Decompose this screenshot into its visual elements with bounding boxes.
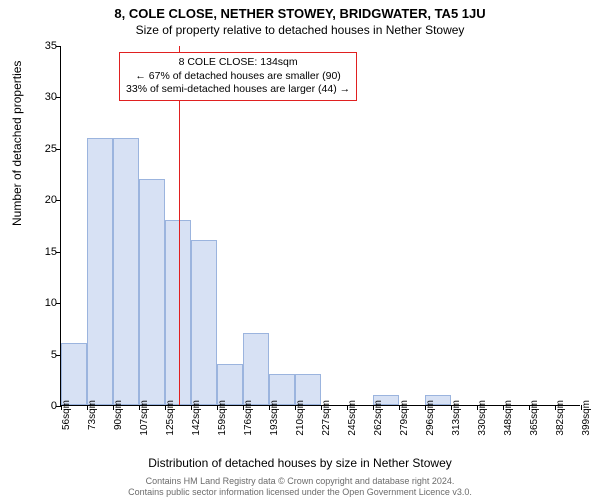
histogram-bar [217,364,243,405]
x-tick-label: 245sqm [347,400,358,436]
histogram-bar [243,333,269,405]
x-tick-label: 296sqm [425,400,436,436]
property-callout: 8 COLE CLOSE: 134sqm← 67% of detached ho… [119,52,357,101]
footer-line-2: Contains public sector information licen… [0,487,600,498]
plot-area: 0510152025303556sqm73sqm90sqm107sqm125sq… [60,46,580,406]
histogram-bar [165,220,191,405]
histogram-bar [61,343,87,405]
footer-attribution: Contains HM Land Registry data © Crown c… [0,476,600,498]
chart-title-sub: Size of property relative to detached ho… [0,21,600,37]
chart-title-main: 8, COLE CLOSE, NETHER STOWEY, BRIDGWATER… [0,0,600,21]
x-tick-label: 193sqm [269,400,280,436]
x-tick-label: 399sqm [581,400,592,436]
callout-line-3: 33% of semi-detached houses are larger (… [126,83,350,97]
x-tick-label: 73sqm [87,400,98,430]
y-tick-mark [56,149,61,150]
x-axis-label: Distribution of detached houses by size … [0,456,600,470]
x-tick-label: 262sqm [373,400,384,436]
x-tick-label: 107sqm [139,400,150,436]
x-tick-label: 56sqm [61,400,72,430]
y-tick-label: 30 [31,91,57,103]
y-tick-label: 20 [31,194,57,206]
x-tick-label: 227sqm [321,400,332,436]
x-tick-label: 365sqm [529,400,540,436]
x-tick-label: 313sqm [451,400,462,436]
callout-line-2: ← 67% of detached houses are smaller (90… [126,70,350,84]
y-tick-label: 0 [31,400,57,412]
x-tick-label: 159sqm [217,400,228,436]
x-tick-label: 90sqm [113,400,124,430]
y-tick-mark [56,303,61,304]
x-tick-label: 142sqm [191,400,202,436]
y-tick-mark [56,46,61,47]
callout-line-1: 8 COLE CLOSE: 134sqm [126,56,350,70]
x-tick-label: 279sqm [399,400,410,436]
y-tick-mark [56,252,61,253]
y-tick-label: 5 [31,349,57,361]
x-tick-label: 176sqm [243,400,254,436]
histogram-bar [191,240,217,405]
x-tick-label: 348sqm [503,400,514,436]
x-tick-label: 330sqm [477,400,488,436]
histogram-bar [139,179,165,405]
y-tick-label: 25 [31,143,57,155]
y-tick-mark [56,200,61,201]
y-tick-label: 15 [31,246,57,258]
y-axis-label: Number of detached properties [10,61,24,226]
footer-line-1: Contains HM Land Registry data © Crown c… [0,476,600,487]
x-tick-label: 382sqm [555,400,566,436]
y-tick-label: 10 [31,297,57,309]
histogram-bar [87,138,113,405]
y-tick-label: 35 [31,40,57,52]
x-tick-label: 125sqm [165,400,176,436]
x-tick-label: 210sqm [295,400,306,436]
y-tick-mark [56,97,61,98]
histogram-bar [113,138,139,405]
